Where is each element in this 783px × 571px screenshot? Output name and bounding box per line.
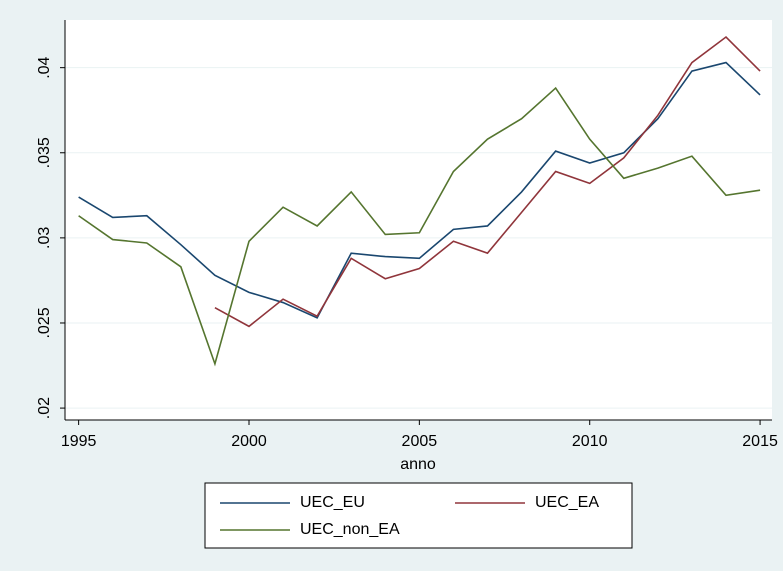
y-tick-label: .03 (36, 227, 53, 249)
y-tick-label: .035 (36, 137, 53, 168)
plot-area (65, 20, 772, 420)
x-tick-label: 2005 (402, 433, 438, 450)
legend (204, 482, 633, 549)
legend-label: UEC_EU (300, 494, 365, 511)
series-line (214, 35, 761, 328)
legend-label: UEC_EA (535, 494, 599, 511)
x-axis-label: anno (400, 456, 436, 473)
y-tick-label: .025 (36, 307, 53, 338)
x-tick-label: 1995 (61, 433, 97, 450)
x-tick-label: 2015 (742, 433, 778, 450)
legend-label: UEC_non_EA (300, 521, 400, 538)
x-tick-label: 2000 (231, 433, 267, 450)
x-tick-label: 2010 (572, 433, 608, 450)
y-tick-label: .04 (36, 56, 53, 78)
y-tick-label: .02 (36, 397, 53, 419)
series-line (78, 86, 761, 367)
